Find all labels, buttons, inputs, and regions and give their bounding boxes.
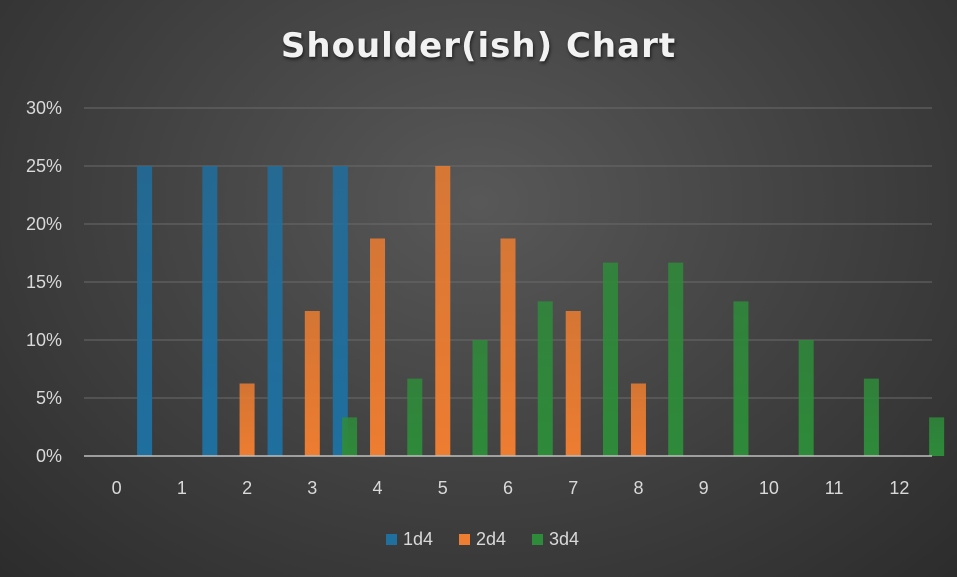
x-tick-label: 0 bbox=[112, 478, 122, 498]
x-axis-ticks: 0 1 2 3 4 5 6 7 8 9 10 11 12 bbox=[112, 478, 910, 498]
bar-3d4-5 bbox=[472, 340, 488, 456]
legend-label-1d4: 1d4 bbox=[403, 529, 433, 549]
x-tick-label: 6 bbox=[503, 478, 513, 498]
bar-3d4-7 bbox=[602, 262, 618, 456]
x-tick-label: 8 bbox=[633, 478, 643, 498]
x-tick-label: 12 bbox=[889, 478, 909, 498]
chart-title: Shoulder(ish) Chart bbox=[280, 26, 677, 66]
y-tick-label: 5% bbox=[36, 388, 62, 408]
bar-2d4-2 bbox=[239, 383, 255, 456]
x-tick-label: 9 bbox=[699, 478, 709, 498]
legend: 1d4 2d4 3d4 bbox=[386, 529, 579, 549]
bar-1d4-2 bbox=[202, 166, 218, 456]
bar-1d4-1 bbox=[137, 166, 153, 456]
bar-3d4-3 bbox=[342, 417, 358, 456]
bar-3d4-11 bbox=[863, 378, 879, 456]
x-tick-label: 4 bbox=[373, 478, 383, 498]
bar-1d4-4 bbox=[332, 166, 348, 456]
y-tick-label: 10% bbox=[26, 330, 62, 350]
y-tick-label: 30% bbox=[26, 98, 62, 118]
legend-label-3d4: 3d4 bbox=[549, 529, 579, 549]
bar-2d4-3 bbox=[304, 311, 320, 456]
legend-swatch-3d4 bbox=[532, 534, 543, 545]
bar-3d4-6 bbox=[537, 301, 553, 456]
x-tick-label: 3 bbox=[307, 478, 317, 498]
x-tick-label: 1 bbox=[177, 478, 187, 498]
x-tick-label: 5 bbox=[438, 478, 448, 498]
bar-3d4-8 bbox=[668, 262, 684, 456]
y-tick-label: 25% bbox=[26, 156, 62, 176]
bar-2d4-8 bbox=[630, 383, 646, 456]
y-axis-ticks: 0% 5% 10% 15% 20% 25% 30% bbox=[26, 98, 62, 466]
x-tick-label: 10 bbox=[759, 478, 779, 498]
bar-2d4-5 bbox=[435, 166, 451, 456]
bar-3d4-12 bbox=[929, 417, 945, 456]
bar-3d4-9 bbox=[733, 301, 749, 456]
bar-3d4-10 bbox=[798, 340, 814, 456]
bar-2d4-7 bbox=[565, 311, 581, 456]
legend-swatch-1d4 bbox=[386, 534, 397, 545]
x-tick-label: 2 bbox=[242, 478, 252, 498]
x-tick-label: 7 bbox=[568, 478, 578, 498]
x-tick-label: 11 bbox=[825, 478, 844, 498]
bars bbox=[137, 166, 945, 456]
bar-1d4-3 bbox=[267, 166, 283, 456]
bar-2d4-6 bbox=[500, 238, 516, 456]
y-tick-label: 20% bbox=[26, 214, 62, 234]
legend-swatch-2d4 bbox=[459, 534, 470, 545]
y-tick-label: 15% bbox=[26, 272, 62, 292]
y-tick-label: 0% bbox=[36, 446, 62, 466]
bar-2d4-4 bbox=[370, 238, 386, 456]
legend-label-2d4: 2d4 bbox=[476, 529, 506, 549]
bar-3d4-4 bbox=[407, 378, 423, 456]
